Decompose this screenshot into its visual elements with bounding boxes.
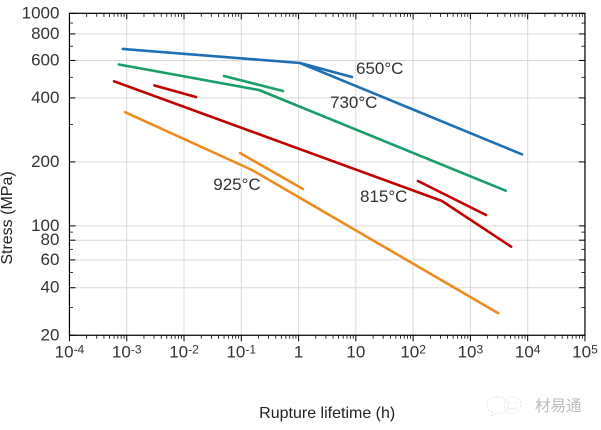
svg-text:800: 800 xyxy=(31,24,59,43)
svg-text:1: 1 xyxy=(294,342,303,361)
svg-text:200: 200 xyxy=(31,152,59,171)
svg-text:650°C: 650°C xyxy=(356,59,403,78)
svg-text:Stress (MPa): Stress (MPa) xyxy=(0,171,16,264)
svg-text:80: 80 xyxy=(41,230,60,249)
svg-text:730°C: 730°C xyxy=(330,93,377,112)
svg-text:10: 10 xyxy=(346,342,365,361)
svg-text:材易通: 材易通 xyxy=(535,397,582,415)
svg-text:40: 40 xyxy=(41,278,60,297)
svg-text:1000: 1000 xyxy=(22,3,60,22)
svg-text:815°C: 815°C xyxy=(360,187,407,206)
svg-text:60: 60 xyxy=(41,250,60,269)
svg-text:Rupture lifetime (h): Rupture lifetime (h) xyxy=(259,405,395,422)
svg-text:600: 600 xyxy=(31,50,59,69)
svg-text:400: 400 xyxy=(31,88,59,107)
svg-text:925°C: 925°C xyxy=(213,175,260,194)
